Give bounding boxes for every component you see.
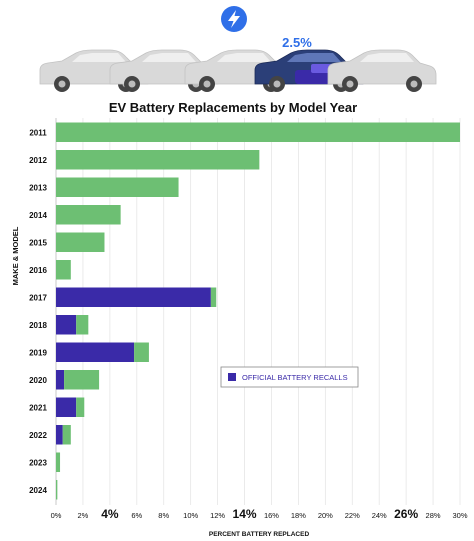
lightning-bolt-icon: [228, 10, 240, 28]
x-tick-label: 4%: [101, 507, 119, 521]
x-tick-label: 10%: [183, 511, 198, 520]
x-tick-label: 18%: [291, 511, 306, 520]
y-tick-label: 2013: [29, 183, 47, 192]
legend-label-recalls: OFFICIAL BATTERY RECALLS: [242, 373, 348, 382]
car-hubcap: [346, 80, 354, 88]
x-tick-label: 14%: [233, 507, 257, 521]
x-tick-label: 28%: [426, 511, 441, 520]
bar-other: [56, 260, 71, 280]
car-hubcap: [203, 80, 211, 88]
x-tick-label: 12%: [210, 511, 225, 520]
highlight-value: 2.5%: [282, 35, 312, 50]
y-tick-label: 2015: [29, 238, 47, 247]
y-axis-title: MAKE & MODEL: [11, 226, 20, 285]
y-tick-label: 2019: [29, 348, 47, 357]
y-tick-label: 2023: [29, 458, 47, 467]
x-axis-title: PERCENT BATTERY REPLACED: [209, 531, 310, 538]
y-tick-label: 2018: [29, 321, 47, 330]
car-hubcap: [58, 80, 66, 88]
y-tick-label: 2014: [29, 211, 47, 220]
bar-other: [56, 452, 61, 472]
bar-other: [64, 370, 100, 390]
bar-other: [76, 397, 85, 417]
bar-recall: [56, 342, 135, 362]
car-window: [72, 53, 126, 62]
bar-recall: [56, 425, 63, 445]
chart-title: EV Battery Replacements by Model Year: [109, 100, 357, 115]
x-tick-label: 6%: [131, 511, 142, 520]
bar-other: [62, 425, 71, 445]
y-tick-label: 2021: [29, 403, 47, 412]
x-tick-label: 24%: [372, 511, 387, 520]
car-hubcap: [128, 80, 136, 88]
bar-other: [56, 177, 179, 197]
legend-swatch-recalls: [228, 373, 236, 381]
badge: [221, 6, 247, 32]
bar-recall: [56, 287, 211, 307]
car-window: [142, 53, 196, 62]
grid-lines: [55, 118, 461, 505]
car-window: [217, 53, 271, 62]
x-tick-label: 20%: [318, 511, 333, 520]
bar-other: [134, 342, 149, 362]
y-tick-label: 2020: [29, 376, 47, 385]
y-tick-label: 2011: [29, 128, 47, 137]
bar-recall: [56, 370, 65, 390]
car-window: [360, 53, 414, 62]
bars: [56, 122, 460, 500]
legend-box: [220, 366, 359, 388]
x-tick-label: 22%: [345, 511, 360, 520]
x-tick-label: 2%: [78, 511, 89, 520]
x-tick-label: 16%: [264, 511, 279, 520]
y-tick-label: 2016: [29, 266, 47, 275]
x-tick-label: 30%: [452, 511, 467, 520]
car-icon: [327, 49, 437, 92]
y-tick-label: 2024: [29, 486, 47, 495]
car-row-illustration: [39, 49, 437, 92]
x-tick-label: 0%: [51, 511, 62, 520]
legend: OFFICIAL BATTERY RECALLS: [220, 366, 359, 388]
bar-recall: [56, 315, 77, 335]
y-tick-label: 2022: [29, 431, 47, 440]
bar-other: [76, 315, 89, 335]
car-window: [287, 53, 341, 62]
bar-other: [210, 287, 217, 307]
x-tick-label: 8%: [158, 511, 169, 520]
x-tick-labels: 0% 2% 4% 6% 8% 10% 12% 14% 16% 18% 20% 22% 24% 26% 28%…: [51, 507, 468, 521]
car-hubcap: [273, 80, 281, 88]
x-tick-label: 26%: [394, 507, 418, 521]
y-tick-label: 2017: [29, 293, 47, 302]
y-tick-labels: 2011 2012 2013 2014 2015 2016 2017 2018 2019 2020…: [29, 128, 47, 495]
y-tick-label: 2012: [29, 156, 47, 165]
bar-other: [56, 205, 121, 225]
car-hubcap: [410, 80, 418, 88]
bar-other: [56, 122, 460, 142]
bar-other: [56, 150, 260, 170]
bar-other: [56, 232, 105, 252]
bar-other: [56, 480, 58, 500]
bar-recall: [56, 397, 77, 417]
